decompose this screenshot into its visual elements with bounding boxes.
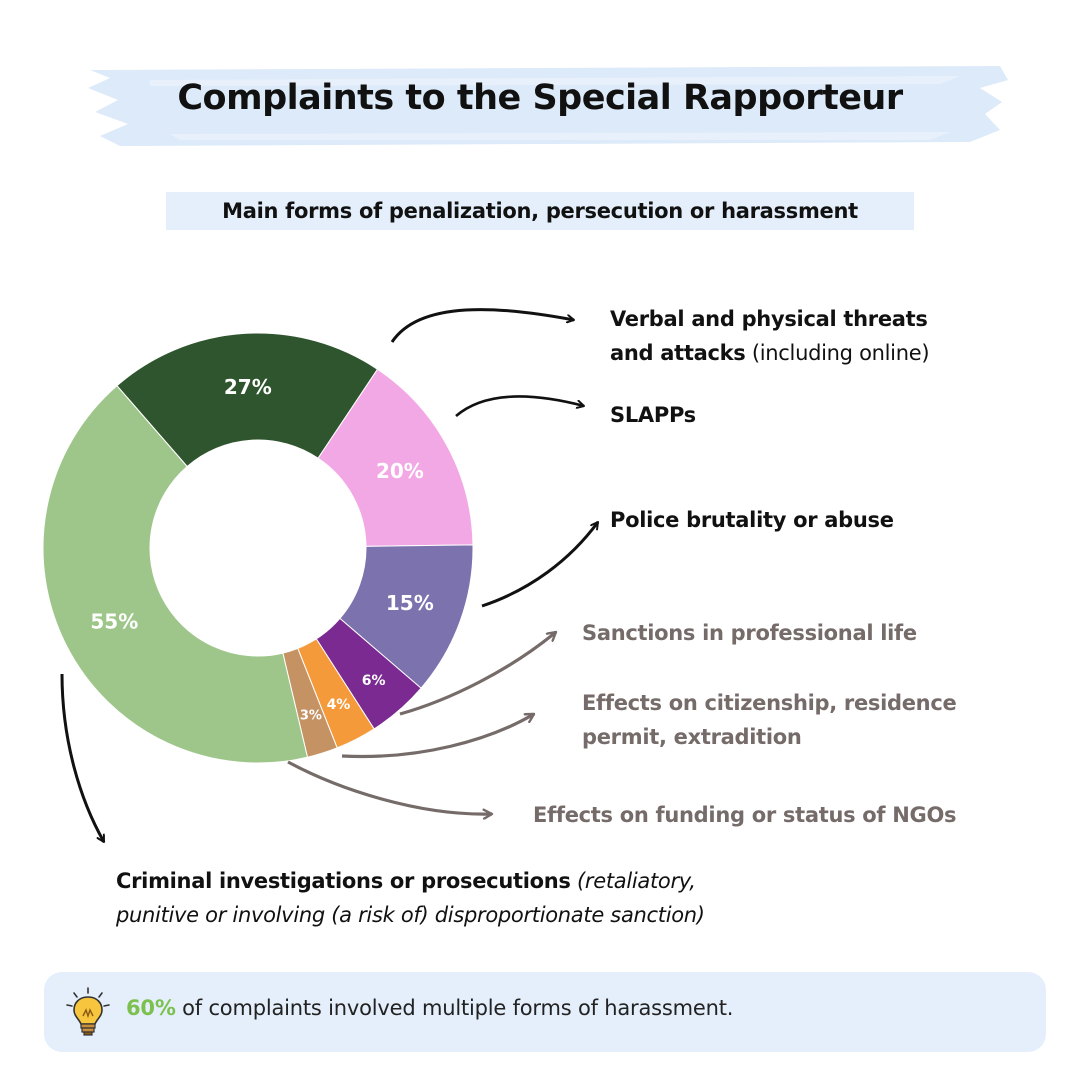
donut-slice-1 bbox=[317, 368, 474, 547]
label-sanctions: Sanctions in professional life bbox=[582, 621, 917, 645]
donut-slices bbox=[42, 332, 474, 764]
label-slapps-text: SLAPPs bbox=[610, 403, 696, 427]
brush-stroke-background bbox=[88, 66, 1008, 146]
label-threats-line2: and attacks bbox=[610, 341, 746, 365]
label-funding: Effects on funding or status of NGOs bbox=[533, 803, 957, 827]
donut-slice-label-4: 4% bbox=[327, 697, 351, 713]
donut-slice-6 bbox=[42, 385, 309, 764]
label-criminal-note-line2: punitive or involving (a risk of) dispro… bbox=[116, 903, 705, 927]
donut-slice-label-3: 6% bbox=[362, 673, 386, 689]
label-criminal-note-line1: (retaliatory, bbox=[570, 869, 696, 893]
label-police: Police brutality or abuse bbox=[610, 503, 894, 537]
tip-body: of complaints involved multiple forms of… bbox=[175, 996, 734, 1020]
chart-subtitle: Main forms of penalization, persecution … bbox=[222, 199, 858, 223]
donut-slice-label-0: 27% bbox=[224, 375, 272, 399]
arrow-citizenship bbox=[341, 712, 534, 759]
title-banner: Complaints to the Special Rapporteur bbox=[0, 50, 1080, 160]
label-threats-note: (including online) bbox=[745, 341, 930, 365]
arrow-criminal bbox=[60, 673, 106, 842]
arrow-funding bbox=[287, 760, 492, 814]
tip-text: 60% of complaints involved multiple form… bbox=[126, 996, 733, 1020]
arrow-sanctions bbox=[399, 630, 556, 716]
label-criminal: Criminal investigations or prosecutions … bbox=[116, 864, 705, 932]
arrow-threats bbox=[390, 308, 574, 343]
label-citizenship-line2: permit, extradition bbox=[582, 725, 802, 749]
arrow-slapps bbox=[455, 395, 584, 417]
label-criminal-bold: Criminal investigations or prosecutions bbox=[116, 869, 571, 893]
subtitle-banner: Main forms of penalization, persecution … bbox=[166, 192, 914, 230]
tip-callout: 60% of complaints involved multiple form… bbox=[44, 972, 1046, 1052]
donut-slice-label-2: 15% bbox=[386, 591, 434, 615]
label-threats-line1: Verbal and physical threats bbox=[610, 307, 928, 331]
page-title: Complaints to the Special Rapporteur bbox=[177, 78, 903, 118]
label-citizenship: Effects on citizenship, residence permit… bbox=[582, 686, 957, 754]
arrow-police bbox=[481, 522, 600, 608]
donut-slice-label-6: 55% bbox=[90, 610, 138, 634]
connector-arrows bbox=[60, 308, 600, 842]
donut-slice-label-5: 3% bbox=[300, 709, 322, 724]
label-slapps: SLAPPs bbox=[610, 398, 696, 432]
tip-highlight: 60% bbox=[126, 996, 176, 1020]
label-threats: Verbal and physical threats and attacks … bbox=[610, 302, 930, 370]
label-citizenship-line1: Effects on citizenship, residence bbox=[582, 691, 957, 715]
label-police-text: Police brutality or abuse bbox=[610, 508, 894, 532]
donut-slice-label-1: 20% bbox=[376, 459, 424, 483]
donut-slice-labels: 27% 20% 15% 6% 4% 3% 55% bbox=[90, 375, 433, 724]
donut-slice-0 bbox=[116, 332, 379, 468]
lightbulb-icon bbox=[66, 987, 110, 1036]
